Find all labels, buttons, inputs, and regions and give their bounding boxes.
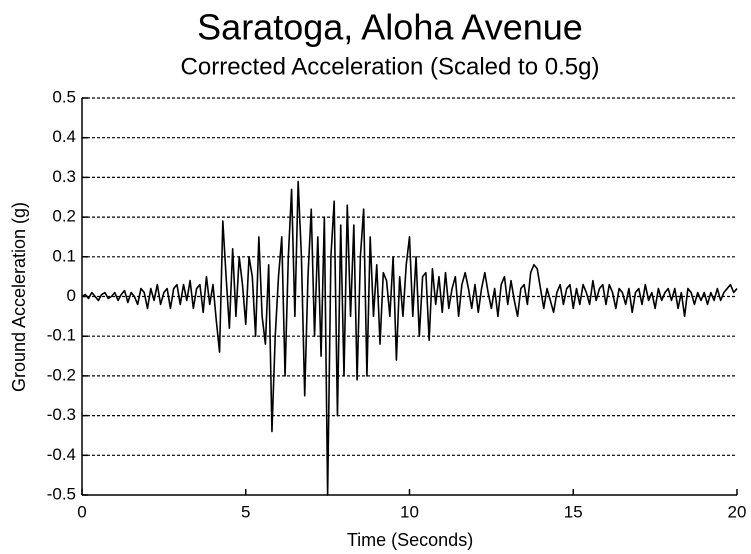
y-tick-label: -0.4 [47,445,76,464]
x-tick-label: 20 [728,502,747,521]
x-axis-label: Time (Seconds) [347,530,473,550]
data-line [81,180,738,496]
y-tick-label: 0.4 [52,127,76,146]
y-axis-label: Ground Acceleration (g) [9,202,29,392]
y-tick-label: 0.3 [52,167,76,186]
y-tick-label: -0.2 [47,365,76,384]
y-tick-label: 0.1 [52,246,76,265]
y-tick-label: 0.2 [52,207,76,226]
y-tick-label: 0.5 [52,87,76,106]
y-tick-label: -0.5 [47,484,76,503]
x-tick-label: 15 [564,502,583,521]
chart-subtitle: Corrected Acceleration (Scaled to 0.5g) [181,53,600,80]
y-tick-label: -0.1 [47,326,76,345]
x-tick-label: 10 [400,502,419,521]
y-tick-label: -0.3 [47,405,76,424]
y-tick-label: 0 [67,286,76,305]
chart-title: Saratoga, Aloha Avenue [197,7,583,48]
x-tick-label: 0 [77,502,86,521]
x-tick-label: 5 [241,502,250,521]
